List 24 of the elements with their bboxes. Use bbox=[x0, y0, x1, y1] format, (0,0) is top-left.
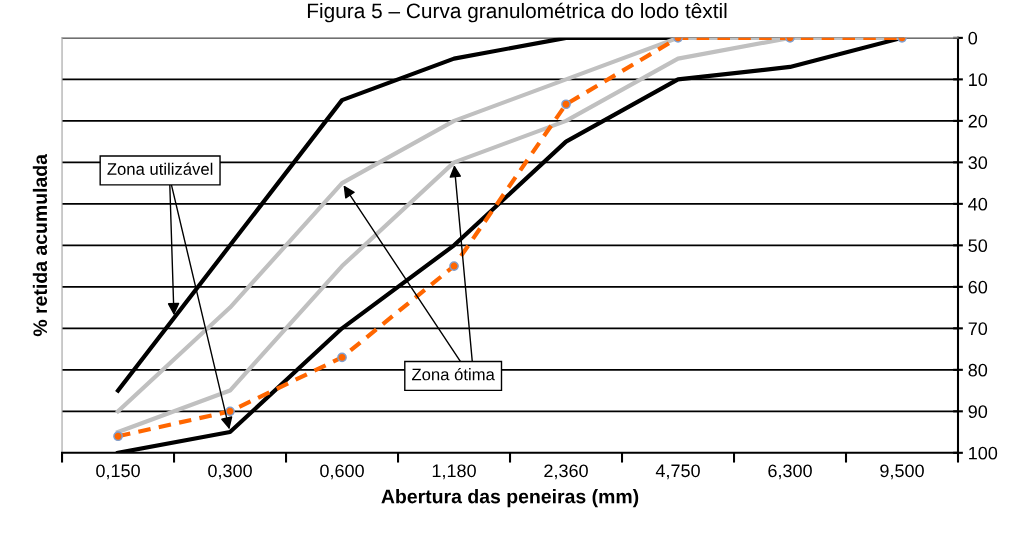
y-axis-title: % retida acumulada bbox=[32, 153, 48, 337]
y-tick-label: 0 bbox=[968, 31, 978, 45]
x-tick-label: 1,180 bbox=[432, 464, 476, 480]
x-tick-label: 9,500 bbox=[880, 464, 924, 480]
x-tick-label: 0,150 bbox=[96, 464, 140, 480]
y-tick-label: 70 bbox=[968, 322, 988, 336]
x-tick-label: 0,600 bbox=[320, 464, 364, 480]
y-tick-label: 100 bbox=[969, 446, 998, 460]
x-tick-label: 0,300 bbox=[208, 464, 252, 480]
x-tick-label: 2,360 bbox=[544, 464, 588, 480]
annotation: Zona utilizável bbox=[107, 162, 213, 175]
y-tick-label: 90 bbox=[968, 405, 988, 419]
y-tick-label: 30 bbox=[968, 156, 988, 170]
y-tick-label: 80 bbox=[968, 363, 988, 377]
y-tick-label: 20 bbox=[968, 114, 988, 128]
y-tick-label: 50 bbox=[968, 239, 988, 253]
x-tick-label: 6,300 bbox=[768, 464, 812, 480]
y-tick-label: 40 bbox=[968, 197, 988, 211]
x-tick-label: 4,750 bbox=[655, 464, 700, 480]
y-tick-label: 60 bbox=[968, 280, 988, 294]
chart-title: Figura 5 – Curva granulométrica do lodo têxtil bbox=[307, 2, 727, 23]
y-tick-label: 10 bbox=[969, 73, 988, 87]
x-axis-title: Abertura das peneiras (mm) bbox=[381, 489, 639, 508]
annotation: Zona ótima bbox=[411, 367, 495, 381]
